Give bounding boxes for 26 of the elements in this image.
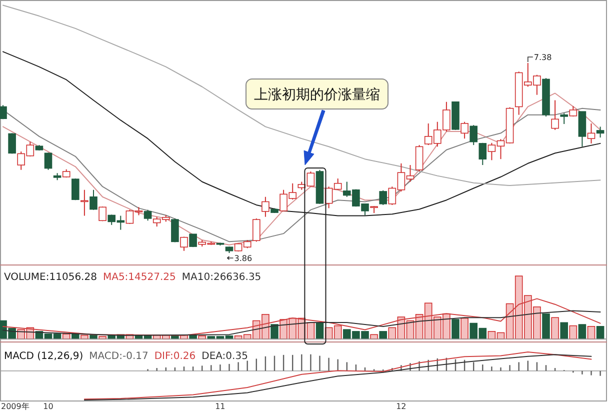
text: MA5:14527.25 xyxy=(102,272,176,283)
text: MA10:26636.35 xyxy=(182,272,262,283)
bar xyxy=(578,324,586,340)
text: DIF:0.26 xyxy=(154,351,196,362)
series-label: MACD:-0.17 xyxy=(89,351,148,362)
chart-title: MACD (12,26,9) xyxy=(4,351,84,362)
text: 7.38 xyxy=(534,53,552,62)
bar xyxy=(596,326,604,340)
x-tick-label: 10 xyxy=(43,402,54,411)
text: 3.86 xyxy=(234,254,252,263)
bar xyxy=(542,313,550,340)
bar xyxy=(370,334,378,340)
text: DEA:0.35 xyxy=(202,351,248,362)
text: VOLUME:11056.28 xyxy=(4,272,97,283)
bar xyxy=(270,324,278,340)
bar xyxy=(587,326,596,340)
bar xyxy=(452,319,460,340)
bar xyxy=(379,331,387,340)
x-tick-label: 2009年 xyxy=(1,402,30,411)
x-tick-label: 11 xyxy=(215,402,226,411)
x-tick-label: 12 xyxy=(396,402,406,411)
bar xyxy=(560,322,568,340)
annotation: 上涨初期的价涨量缩 xyxy=(254,87,380,103)
bar xyxy=(569,325,578,340)
bar xyxy=(460,318,468,340)
bar xyxy=(551,317,559,340)
